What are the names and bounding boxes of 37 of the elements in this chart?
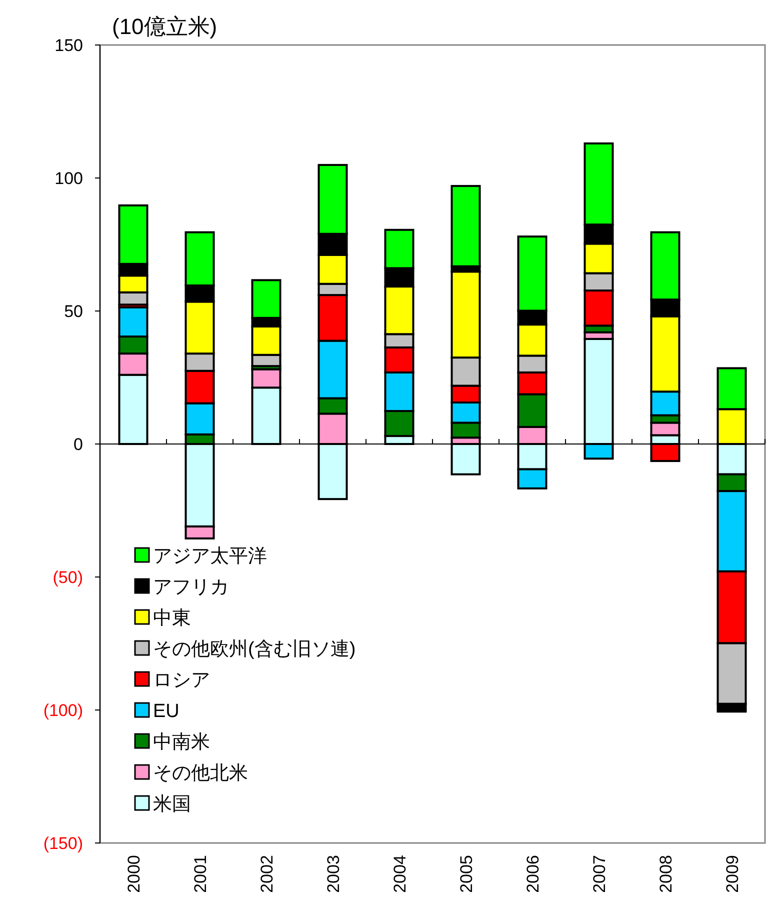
bar [318, 232, 348, 256]
y-tick-label: 50 [64, 302, 83, 321]
x-tick-label: 2006 [523, 855, 542, 893]
x-tick-label: 2001 [190, 855, 210, 893]
bar [716, 367, 747, 410]
bar [517, 468, 548, 490]
legend-label: 中東 [153, 608, 191, 629]
legend-label: アジア太平洋 [153, 546, 267, 567]
legend-label: 中南米 [153, 732, 210, 753]
legend-label: ロシア [153, 670, 210, 691]
bar [384, 267, 414, 288]
bar [118, 352, 148, 376]
y-tick-label: (100) [43, 701, 83, 720]
y-tick-label: (50) [52, 568, 83, 587]
y-tick-label: 0 [74, 435, 83, 454]
y-tick-label: (150) [43, 834, 83, 853]
legend-label: その他欧州(含む旧ソ連) [153, 639, 356, 660]
y-tick-label: 150 [54, 36, 83, 55]
bar [584, 224, 614, 245]
x-tick-label: 2007 [590, 855, 609, 893]
y-tick-label: 100 [54, 169, 83, 188]
x-tick-label: 2002 [257, 855, 276, 893]
x-tick-label: 2004 [390, 855, 410, 893]
x-tick-label: 2009 [722, 855, 742, 893]
bar [650, 390, 680, 416]
x-tick-label: 2005 [456, 855, 476, 893]
bar [184, 525, 215, 540]
bar [650, 298, 680, 318]
y-axis-title: (10億立米) [112, 14, 218, 39]
legend-label: 米国 [153, 794, 191, 815]
x-tick-label: 2008 [656, 855, 676, 893]
legend-label: EU [153, 701, 180, 722]
x-tick-label: 2000 [124, 855, 144, 893]
legend-label: アフリカ [153, 577, 229, 598]
legend-label: その他北米 [153, 763, 248, 784]
x-tick-label: 2003 [324, 855, 343, 893]
bar [118, 306, 148, 338]
